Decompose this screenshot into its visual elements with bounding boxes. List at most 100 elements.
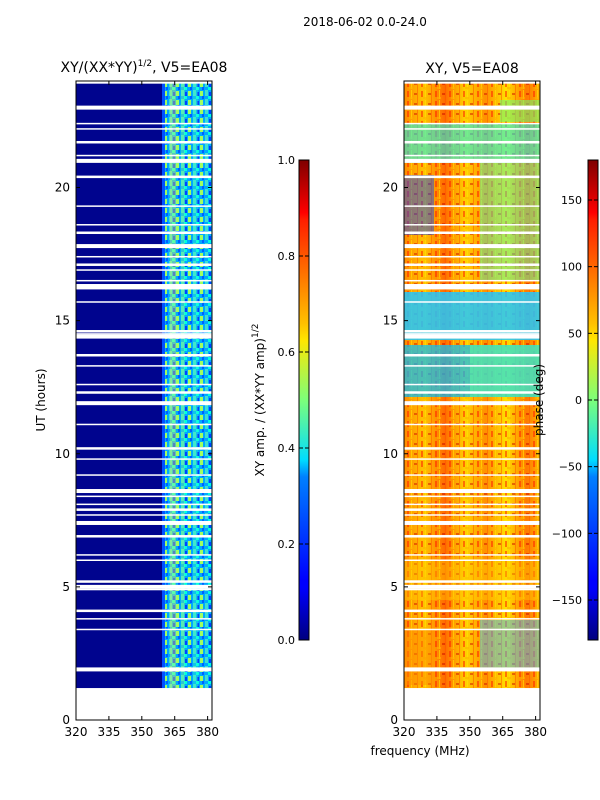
gap-row bbox=[76, 667, 212, 672]
phase-axes-frame bbox=[403, 80, 541, 721]
gap-row bbox=[404, 554, 540, 556]
gap-row bbox=[404, 365, 540, 367]
gap-row bbox=[76, 447, 212, 450]
gap-row bbox=[76, 489, 212, 494]
x-tick-label: 350 bbox=[130, 725, 153, 739]
gap-row bbox=[404, 474, 540, 476]
x-tick-label: 320 bbox=[65, 725, 88, 739]
gap-row bbox=[76, 609, 212, 613]
gap-row bbox=[404, 128, 540, 130]
y-tick-label: 10 bbox=[55, 447, 70, 461]
y-tick-label: 20 bbox=[383, 181, 398, 195]
gap-row bbox=[76, 584, 212, 589]
phase-panel: XY, V5=EA08 320 335 350 365 380 0 5 10 15 20 bbox=[383, 61, 547, 739]
x-tick-label: 380 bbox=[524, 725, 547, 739]
gap-row bbox=[76, 333, 212, 335]
phase-ticks: 320 335 350 365 380 0 5 10 15 20 bbox=[383, 81, 547, 739]
phase-warm-region bbox=[404, 560, 540, 600]
gap-row bbox=[404, 667, 540, 672]
gap-row bbox=[76, 158, 212, 163]
gap-row bbox=[404, 334, 540, 339]
gap-row bbox=[404, 301, 540, 303]
colorbar-tick-label: −150 bbox=[552, 594, 582, 607]
frequency-xlabel: frequency (MHz) bbox=[370, 744, 469, 758]
x-tick-label: 350 bbox=[458, 725, 481, 739]
gap-row bbox=[76, 224, 212, 226]
gap-row bbox=[404, 580, 540, 583]
y-tick-label: 5 bbox=[62, 580, 70, 594]
gap-row bbox=[404, 503, 540, 506]
phase-panel-title: XY, V5=EA08 bbox=[425, 61, 519, 77]
gap-row bbox=[76, 503, 212, 506]
gap-row bbox=[404, 609, 540, 613]
colorbar-tick-label: 0 bbox=[575, 394, 582, 407]
gap-row bbox=[76, 154, 212, 157]
gap-row bbox=[76, 588, 212, 591]
amplitude-panel: XY/(XX*YY)1/2, V5=EA08 320 335 350 365 380 0 5… bbox=[34, 59, 227, 739]
gap-row bbox=[404, 287, 540, 290]
y-tick-label: 15 bbox=[55, 314, 70, 328]
amplitude-gap-rows bbox=[76, 81, 212, 720]
gap-row bbox=[76, 514, 212, 516]
gap-row bbox=[404, 105, 540, 110]
phase-cool-region bbox=[404, 175, 434, 235]
gap-row bbox=[76, 458, 212, 460]
y-tick-label: 0 bbox=[62, 713, 70, 727]
gap-row bbox=[76, 383, 212, 386]
x-tick-label: 365 bbox=[163, 725, 186, 739]
phase-colorbar-label: phase (deg) bbox=[532, 364, 546, 436]
gap-row bbox=[76, 559, 212, 561]
gap-row bbox=[404, 489, 540, 494]
y-tick-label: 10 bbox=[383, 447, 398, 461]
no-data-region bbox=[404, 81, 540, 84]
colorbar-tick-label: 0.8 bbox=[278, 250, 296, 263]
phase-cool-region bbox=[404, 292, 540, 340]
gap-row bbox=[76, 263, 212, 266]
no-data-region bbox=[404, 688, 540, 720]
gap-row bbox=[404, 495, 540, 498]
gap-row bbox=[404, 205, 540, 207]
gap-row bbox=[76, 353, 212, 357]
x-tick-label: 365 bbox=[491, 725, 514, 739]
colorbar-tick-label: 0.4 bbox=[278, 442, 296, 455]
gap-row bbox=[76, 255, 212, 258]
gap-row bbox=[76, 391, 212, 394]
amplitude-panel-title: XY/(XX*YY)1/2, V5=EA08 bbox=[61, 59, 228, 76]
gap-row bbox=[76, 287, 212, 290]
gap-row bbox=[404, 628, 540, 631]
gap-row bbox=[76, 330, 212, 333]
gap-row bbox=[76, 279, 212, 282]
amplitude-colorbar: 0.0 0.2 0.4 0.6 0.8 1.0 XY amp. / (XX*YY amp)… bbox=[251, 154, 310, 647]
gap-row bbox=[404, 514, 540, 516]
amplitude-ylabel: UT (hours) bbox=[34, 368, 48, 431]
gap-row bbox=[76, 365, 212, 367]
colorbar-tick-label: 150 bbox=[561, 194, 582, 207]
phase-warm-region bbox=[404, 630, 434, 685]
gap-row bbox=[404, 140, 540, 144]
colorbar-tick-label: −50 bbox=[559, 461, 582, 474]
gap-row bbox=[404, 333, 540, 335]
colorbar-tick-label: 0.0 bbox=[278, 634, 296, 647]
gap-row bbox=[76, 284, 212, 289]
gap-row bbox=[404, 618, 540, 620]
y-tick-label: 5 bbox=[390, 580, 398, 594]
phase-cool-region bbox=[480, 160, 540, 280]
x-tick-label: 335 bbox=[425, 725, 448, 739]
figure-suptitle: 2018-06-02 0.0-24.0 bbox=[303, 15, 427, 29]
gap-row bbox=[404, 447, 540, 450]
y-tick-label: 0 bbox=[390, 713, 398, 727]
gap-row bbox=[76, 128, 212, 130]
gap-row bbox=[404, 330, 540, 333]
gap-row bbox=[404, 508, 540, 511]
gap-row bbox=[404, 401, 540, 406]
colorbar-tick-label: 100 bbox=[561, 261, 582, 274]
gap-row bbox=[404, 391, 540, 394]
colorbar-tick-label: 0.6 bbox=[278, 346, 296, 359]
x-tick-label: 335 bbox=[97, 725, 120, 739]
gap-row bbox=[404, 559, 540, 561]
y-tick-label: 15 bbox=[383, 314, 398, 328]
phase-colorbar: 150 100 50 0 −50 −100 −150 phase (deg) bbox=[532, 159, 599, 641]
x-tick-label: 320 bbox=[393, 725, 416, 739]
phase-colorbar-ticks: 150 100 50 0 −50 −100 −150 bbox=[552, 194, 598, 607]
